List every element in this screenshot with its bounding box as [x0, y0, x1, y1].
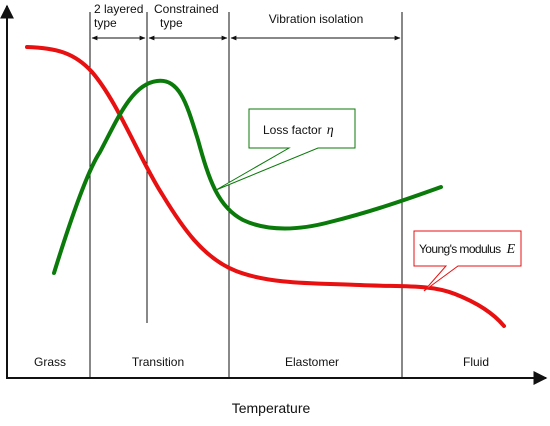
- region-label-elastomer: Elastomer: [285, 355, 339, 369]
- loss-factor-label-text: Loss factor: [263, 123, 322, 137]
- two-layered-label-line2: type: [94, 16, 117, 30]
- region-label-fluid: Fluid: [463, 355, 489, 369]
- constrained-label-line1: Constrained: [154, 2, 219, 16]
- region-label-transition: Transition: [132, 355, 184, 369]
- youngs-modulus-label-text: Young's modulus: [419, 242, 501, 256]
- loss-factor-label: Loss factor η: [263, 123, 334, 138]
- youngs-modulus-callout: [413, 230, 522, 292]
- x-axis-label: Temperature: [232, 400, 311, 416]
- loss-factor-callout: [215, 108, 356, 191]
- youngs-modulus-symbol: E: [506, 242, 516, 257]
- youngs-modulus-label: Young's modulus E: [419, 242, 516, 257]
- constrained-label-line2: type: [160, 16, 183, 30]
- two-layered-label-line1: 2 layered: [94, 2, 143, 16]
- youngs-modulus-curve: [25, 45, 506, 328]
- region-label-grass: Grass: [34, 355, 66, 369]
- vibration-isolation-label: Vibration isolation: [269, 12, 364, 26]
- loss-factor-symbol: η: [327, 123, 334, 138]
- loss-factor-curve: [52, 78, 443, 275]
